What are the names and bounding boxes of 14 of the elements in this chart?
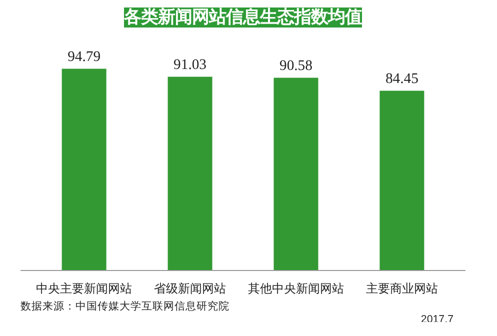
data-label: 84.45 [385,70,418,87]
bar [62,68,106,270]
bar [380,90,424,270]
source-note: 数据来源：中国传媒大学互联网信息研究院 [20,300,230,312]
data-label: 90.58 [279,58,312,74]
x-tick-label: 主要商业网站 [366,282,438,296]
chart-title: 各类新闻网站信息生态指数均值 [123,8,362,28]
x-tick-label: 其他中央新闻网站 [248,282,344,296]
data-label: 91.03 [174,56,207,73]
bar [274,78,318,270]
x-tick-label: 中央主要新闻网站 [36,282,132,296]
x-tick-label: 省级新闻网站 [154,282,226,296]
data-label: 94.79 [68,48,101,65]
bar [168,76,212,270]
